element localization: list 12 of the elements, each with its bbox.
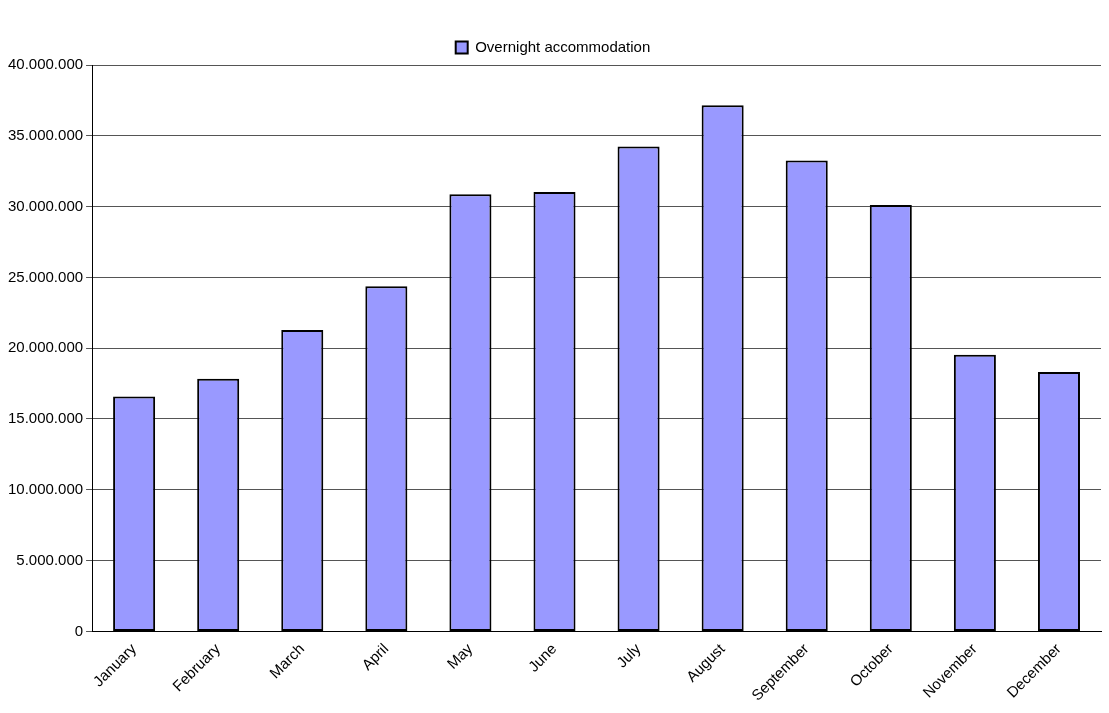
y-tick-label: 10.000.000: [8, 479, 84, 497]
y-tick-label: 5.000.000: [16, 550, 84, 568]
y-tick-label: 30.000.000: [8, 196, 84, 214]
x-tick-label: July: [612, 639, 644, 671]
x-tick-label: May: [443, 639, 476, 672]
legend-label: Overnight accommodation: [475, 37, 651, 55]
y-tick-label: 20.000.000: [8, 338, 84, 356]
y-tick-label: 40.000.000: [8, 55, 84, 73]
y-tick-label: 15.000.000: [8, 409, 84, 427]
y-tick-label: 25.000.000: [8, 267, 84, 285]
y-tick-label: 35.000.000: [8, 125, 84, 143]
y-tick-label: 0: [74, 621, 84, 639]
